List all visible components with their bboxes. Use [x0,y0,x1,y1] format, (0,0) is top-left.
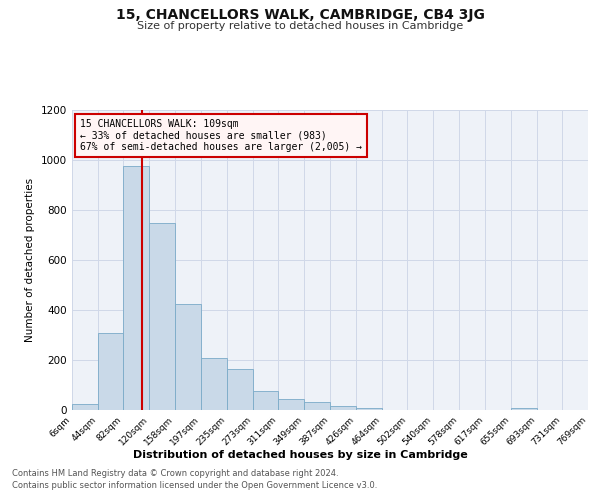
Bar [72,404,98,410]
Bar [201,358,227,410]
Text: Distribution of detached houses by size in Cambridge: Distribution of detached houses by size … [133,450,467,460]
Bar [278,399,304,410]
Text: Contains HM Land Registry data © Crown copyright and database right 2024.: Contains HM Land Registry data © Crown c… [12,468,338,477]
Bar [98,332,124,410]
Y-axis label: Number of detached properties: Number of detached properties [25,178,35,342]
Bar [356,408,382,410]
Bar [304,402,329,410]
Text: Contains public sector information licensed under the Open Government Licence v3: Contains public sector information licen… [12,481,377,490]
Text: 15, CHANCELLORS WALK, CAMBRIDGE, CB4 3JG: 15, CHANCELLORS WALK, CAMBRIDGE, CB4 3JG [116,8,484,22]
Text: 15 CHANCELLORS WALK: 109sqm
← 33% of detached houses are smaller (983)
67% of se: 15 CHANCELLORS WALK: 109sqm ← 33% of det… [80,119,362,152]
Bar [511,408,536,410]
Bar [175,304,201,410]
Bar [149,222,175,410]
Text: Size of property relative to detached houses in Cambridge: Size of property relative to detached ho… [137,21,463,31]
Bar [253,391,278,410]
Bar [124,166,149,410]
Bar [227,369,253,410]
Bar [329,406,356,410]
